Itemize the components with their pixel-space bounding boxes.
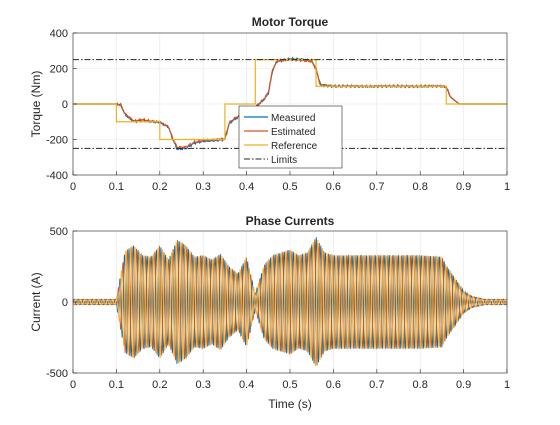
y-tick-label: -200 <box>46 135 68 147</box>
x-tick-label: 0.2 <box>152 181 167 193</box>
y-tick-label: -400 <box>46 170 68 182</box>
x-tick-label: 1 <box>504 181 510 193</box>
current-series <box>72 237 508 367</box>
current-y-ticks: 500 0 -500 <box>46 226 77 380</box>
x-tick-label: 0.6 <box>326 181 341 193</box>
legend-label-limits: Limits <box>271 155 297 166</box>
torque-axes: 0 0.1 0.2 0.3 0.4 0.5 0.6 0.7 0.8 0.9 1 400 200 0 -20… <box>29 15 510 193</box>
current-x-ticks: 0 0.1 0.2 0.3 0.4 0.5 0.6 0.7 0.8 0.9 1 <box>70 369 510 391</box>
legend-box <box>238 105 343 169</box>
y-tick-label: 200 <box>50 64 68 76</box>
torque-y-ticks: 400 200 0 -200 -400 <box>46 28 77 182</box>
y-tick-label: 0 <box>62 297 68 309</box>
x-tick-label: 0.8 <box>413 379 428 391</box>
legend: Measured Estimated Reference Limits <box>238 105 343 169</box>
torque-title: Motor Torque <box>252 15 329 29</box>
x-tick-label: 0.5 <box>282 181 297 193</box>
current-title: Phase Currents <box>246 214 335 228</box>
x-tick-label: 0.4 <box>239 181 254 193</box>
x-tick-label: 0 <box>70 181 76 193</box>
y-tick-label: 400 <box>50 28 68 40</box>
series-reference <box>73 59 507 141</box>
x-tick-label: 0.8 <box>413 181 428 193</box>
x-tick-label: 0.7 <box>369 181 384 193</box>
x-tick-label: 0.2 <box>152 379 167 391</box>
torque-y-label: Torque (Nm) <box>29 71 43 138</box>
legend-label-measured: Measured <box>271 113 315 124</box>
phase-current-1 <box>72 237 508 364</box>
y-tick-label: 0 <box>62 99 68 111</box>
x-tick-label: 0.3 <box>196 379 211 391</box>
x-tick-label: 0.4 <box>239 379 254 391</box>
x-tick-label: 0.1 <box>109 379 124 391</box>
legend-label-reference: Reference <box>271 141 318 152</box>
x-tick-label: 0.1 <box>109 181 124 193</box>
x-tick-label: 0.9 <box>456 379 471 391</box>
x-tick-label: 1 <box>504 379 510 391</box>
y-tick-label: 500 <box>50 226 68 238</box>
y-tick-label: -500 <box>46 368 68 380</box>
current-y-label: Current (A) <box>29 272 43 331</box>
x-tick-label: 0.7 <box>369 379 384 391</box>
phase-current-2 <box>72 239 508 366</box>
x-tick-label: 0.5 <box>282 379 297 391</box>
torque-x-ticks: 0 0.1 0.2 0.3 0.4 0.5 0.6 0.7 0.8 0.9 1 <box>70 171 510 193</box>
x-tick-label: 0.3 <box>196 181 211 193</box>
phase-current-3 <box>72 239 508 367</box>
torque-series <box>73 56 507 151</box>
x-tick-label: 0 <box>70 379 76 391</box>
legend-label-estimated: Estimated <box>271 127 315 138</box>
current-x-label: Time (s) <box>268 397 312 411</box>
x-tick-label: 0.6 <box>326 379 341 391</box>
x-tick-label: 0.9 <box>456 181 471 193</box>
